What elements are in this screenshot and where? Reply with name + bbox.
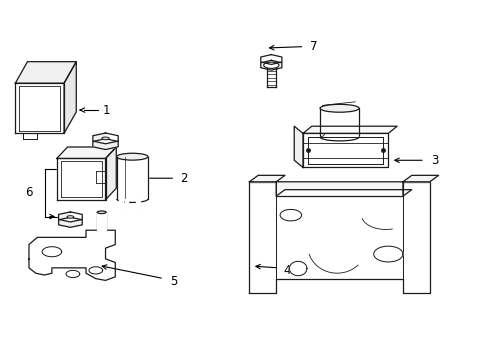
Polygon shape: [105, 147, 116, 200]
Text: 6: 6: [25, 186, 33, 199]
Polygon shape: [320, 108, 358, 137]
Polygon shape: [303, 126, 396, 134]
Text: 5: 5: [170, 275, 178, 288]
Polygon shape: [307, 137, 383, 164]
Polygon shape: [373, 246, 402, 262]
Polygon shape: [64, 62, 76, 134]
Text: 1: 1: [103, 104, 110, 117]
Polygon shape: [294, 126, 303, 167]
Text: 2: 2: [180, 172, 187, 185]
Polygon shape: [89, 267, 102, 274]
Polygon shape: [249, 175, 438, 196]
Ellipse shape: [97, 211, 106, 213]
Polygon shape: [119, 199, 122, 209]
Polygon shape: [136, 199, 140, 209]
Polygon shape: [61, 161, 102, 197]
Polygon shape: [57, 158, 105, 200]
Polygon shape: [15, 83, 64, 134]
Polygon shape: [124, 199, 128, 209]
Polygon shape: [260, 55, 281, 64]
Polygon shape: [117, 157, 148, 199]
Text: 7: 7: [310, 40, 317, 53]
Ellipse shape: [263, 62, 278, 68]
Ellipse shape: [320, 104, 358, 112]
Polygon shape: [59, 212, 82, 222]
Polygon shape: [280, 210, 301, 221]
Polygon shape: [260, 55, 281, 70]
Polygon shape: [303, 134, 387, 167]
Polygon shape: [15, 62, 76, 83]
Ellipse shape: [102, 137, 109, 140]
Polygon shape: [66, 270, 80, 278]
Ellipse shape: [117, 153, 148, 160]
Text: 3: 3: [430, 154, 437, 167]
Polygon shape: [59, 212, 82, 227]
Polygon shape: [97, 212, 106, 230]
Polygon shape: [266, 65, 275, 87]
Polygon shape: [249, 182, 429, 293]
Polygon shape: [57, 147, 116, 158]
Polygon shape: [93, 133, 118, 144]
Polygon shape: [19, 86, 60, 131]
Polygon shape: [29, 230, 115, 280]
Polygon shape: [42, 247, 61, 257]
Polygon shape: [289, 261, 306, 276]
Polygon shape: [93, 133, 118, 149]
Text: 4: 4: [283, 264, 290, 277]
Ellipse shape: [67, 216, 74, 218]
